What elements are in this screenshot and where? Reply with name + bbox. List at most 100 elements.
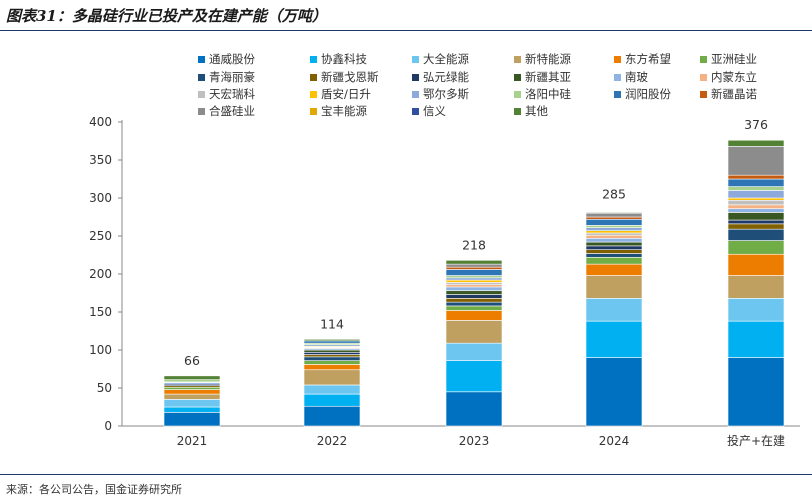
legend-item: 南玻 bbox=[614, 70, 648, 84]
bar-segment bbox=[585, 237, 643, 243]
legend-item: 信义 bbox=[412, 104, 446, 118]
y-tick-label: 50 bbox=[97, 381, 112, 395]
legend-label: 盾安/日升 bbox=[321, 87, 371, 101]
bar-segment bbox=[585, 253, 643, 258]
bar-stack bbox=[303, 339, 361, 427]
bar-segment bbox=[727, 298, 785, 322]
legend-item: 宝丰能源 bbox=[310, 104, 367, 118]
legend-item: 新特能源 bbox=[514, 52, 571, 66]
y-tick-label: 300 bbox=[89, 191, 112, 205]
legend-label: 其他 bbox=[525, 104, 548, 118]
title-bar: 图表31：多晶硅行业已投产及在建产能（万吨） bbox=[0, 0, 812, 31]
bar-segment bbox=[585, 245, 643, 250]
bar-segment bbox=[445, 263, 503, 268]
legend-swatch bbox=[700, 74, 707, 81]
bar-segment bbox=[727, 212, 785, 221]
total-labels: 66 114 218 285 376 bbox=[184, 117, 768, 368]
bar-segment bbox=[727, 199, 785, 206]
bar-segment bbox=[445, 269, 503, 276]
bar-segment bbox=[727, 146, 785, 176]
bar-segment bbox=[585, 298, 643, 322]
bar-segment bbox=[445, 301, 503, 307]
bar-segment bbox=[585, 230, 643, 234]
legend-item: 鄂尔多斯 bbox=[412, 87, 469, 101]
bar-segment bbox=[303, 349, 361, 353]
bar-segment bbox=[445, 360, 503, 393]
bar-segment bbox=[445, 391, 503, 427]
bar-segment bbox=[727, 197, 785, 201]
legend-label: 新疆晶诺 bbox=[711, 87, 757, 101]
legend-swatch bbox=[198, 56, 205, 63]
bar-segment bbox=[585, 218, 643, 226]
bar-segment bbox=[585, 249, 643, 254]
bar-segment bbox=[727, 320, 785, 358]
bar-segment bbox=[303, 340, 361, 344]
total-label: 376 bbox=[744, 117, 768, 132]
legend-swatch bbox=[412, 108, 419, 115]
legend-item: 盾安/日升 bbox=[310, 87, 371, 101]
bar-segment bbox=[585, 216, 643, 220]
bar-segment bbox=[727, 219, 785, 225]
bar-segment bbox=[585, 212, 643, 218]
bar-segment bbox=[163, 386, 221, 390]
legend-label: 通威股份 bbox=[209, 52, 255, 66]
bar-segment bbox=[585, 320, 643, 358]
x-tick-label: 投产+在建 bbox=[727, 433, 785, 448]
legend-item: 润阳股份 bbox=[614, 87, 671, 101]
bar-segment bbox=[163, 393, 221, 400]
legend-swatch bbox=[198, 108, 205, 115]
bar-segment bbox=[303, 354, 361, 358]
bar-segment bbox=[163, 412, 221, 427]
bar-segment bbox=[303, 369, 361, 386]
x-axis: 2021 2022 2023 2024 投产+在建 bbox=[122, 425, 800, 448]
legend-label: 南玻 bbox=[625, 70, 648, 84]
legend-label: 东方希望 bbox=[625, 52, 671, 66]
bar-segment bbox=[303, 360, 361, 365]
chart-title: 图表31：多晶硅行业已投产及在建产能（万吨） bbox=[6, 7, 327, 25]
bar-segment bbox=[163, 389, 221, 395]
y-tick-label: 250 bbox=[89, 229, 112, 243]
bar-segment bbox=[445, 260, 503, 265]
legend-label: 大全能源 bbox=[423, 52, 469, 66]
bar-segment bbox=[163, 399, 221, 408]
bar-segment bbox=[727, 240, 785, 255]
bar-segment bbox=[445, 284, 503, 288]
bar-segment bbox=[163, 406, 221, 413]
legend-label: 青海丽豪 bbox=[209, 70, 255, 84]
bar-segment bbox=[727, 223, 785, 230]
legend-label: 协鑫科技 bbox=[321, 52, 367, 66]
legend-label: 鄂尔多斯 bbox=[423, 87, 469, 101]
bar-segment bbox=[585, 234, 643, 239]
legend-item: 新疆其亚 bbox=[514, 70, 571, 84]
legend-label: 宝丰能源 bbox=[321, 104, 367, 118]
legend-swatch bbox=[614, 91, 621, 98]
bar-segment bbox=[303, 364, 361, 371]
legend-swatch bbox=[310, 74, 317, 81]
bar-segment bbox=[445, 275, 503, 279]
y-tick-label: 150 bbox=[89, 305, 112, 319]
legend-swatch bbox=[614, 74, 621, 81]
bar-segment bbox=[445, 320, 503, 344]
bar-segment bbox=[727, 208, 785, 213]
legend-item: 东方希望 bbox=[614, 52, 671, 66]
bar-segment bbox=[585, 212, 643, 214]
legend-item: 弘元绿能 bbox=[412, 70, 469, 84]
bar-stack bbox=[163, 375, 221, 427]
y-tick-label: 0 bbox=[104, 419, 112, 433]
bar-segment bbox=[585, 227, 643, 231]
bar-segment bbox=[163, 375, 221, 380]
total-label: 114 bbox=[320, 316, 344, 331]
x-tick-label: 2024 bbox=[599, 434, 630, 448]
legend-item: 新疆晶诺 bbox=[700, 87, 757, 101]
y-tick-label: 100 bbox=[89, 343, 112, 357]
bar-segment bbox=[445, 305, 503, 311]
bar-segment bbox=[585, 241, 643, 247]
total-label: 218 bbox=[462, 237, 486, 252]
legend-label: 天宏瑞科 bbox=[209, 87, 255, 101]
legend-item: 新疆戈恩斯 bbox=[310, 70, 379, 84]
legend-label: 内蒙东立 bbox=[711, 70, 757, 84]
legend-swatch bbox=[412, 56, 419, 63]
legend-swatch bbox=[700, 56, 707, 63]
x-tick-label: 2022 bbox=[317, 434, 348, 448]
